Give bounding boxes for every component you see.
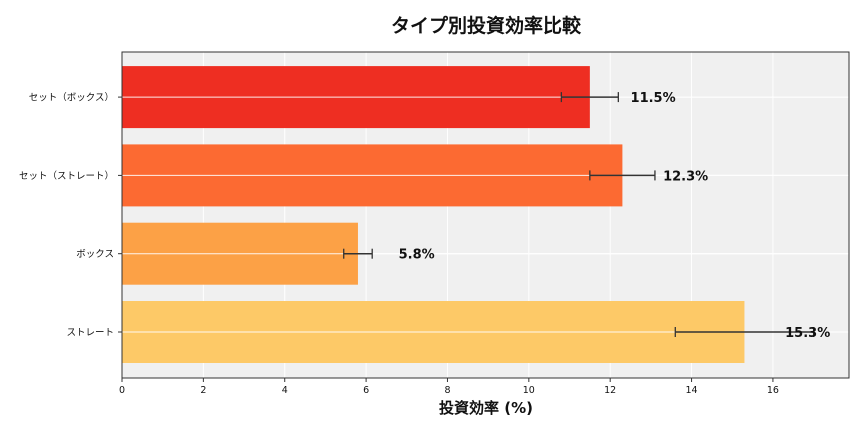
y-tick-label: ストレート	[66, 328, 114, 339]
y-tick-label: セット（ボックス）	[29, 92, 114, 104]
y-tick-label: ボックス	[76, 249, 114, 260]
chart-title: タイプ別投資効率比較	[391, 14, 582, 37]
data-label: 5.8%	[399, 248, 435, 263]
x-tick-label: 6	[363, 385, 369, 396]
data-label: 15.3%	[785, 326, 830, 341]
x-tick-label: 0	[119, 385, 125, 396]
x-tick-label: 2	[200, 385, 206, 396]
x-tick-label: 12	[604, 385, 616, 396]
x-tick-label: 16	[767, 385, 779, 396]
x-tick-label: 8	[444, 385, 450, 396]
x-tick-label: 4	[282, 385, 288, 396]
x-tick-label: 14	[686, 385, 698, 396]
x-axis-label: 投資効率 (%)	[439, 399, 533, 417]
x-tick-label: 10	[523, 385, 535, 396]
plot-frame	[121, 51, 850, 379]
data-label: 11.5%	[631, 91, 676, 106]
y-tick-label: セット（ストレート）	[19, 170, 114, 182]
data-label: 12.3%	[663, 169, 708, 184]
